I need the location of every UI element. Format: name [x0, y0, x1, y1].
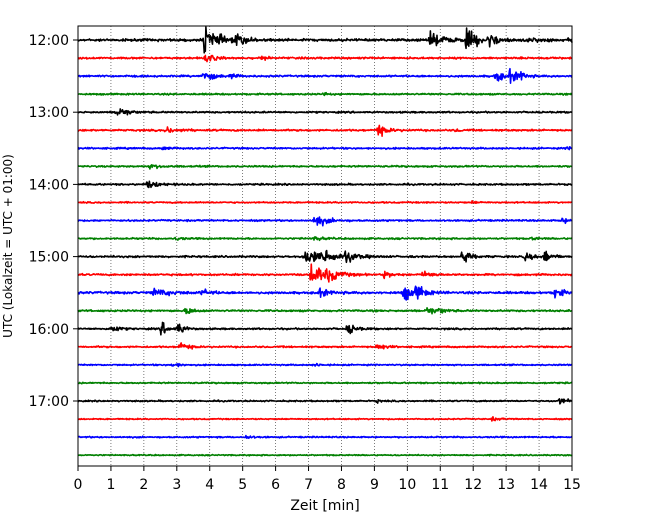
- x-axis-ticks: 0 1 2 3 4 5 6 7 8 9 10 11 12 13 14 15: [74, 466, 581, 493]
- x-tick-label: 4: [205, 477, 214, 493]
- seismogram-trace-20: [77, 398, 573, 405]
- seismogram-trace-22: [77, 434, 573, 440]
- x-tick-label: 11: [431, 477, 449, 493]
- x-tick-label: 8: [337, 477, 346, 493]
- y-tick-label: 13:00: [29, 105, 69, 121]
- x-tick-label: 10: [398, 477, 416, 493]
- seismogram-trace-4: [77, 108, 573, 116]
- seismogram-trace-14: [77, 285, 573, 301]
- seismogram-trace-16: [77, 321, 573, 336]
- seismogram-trace-2: [77, 67, 573, 84]
- x-tick-label: 0: [74, 477, 83, 493]
- seismogram-trace-23: [77, 453, 573, 457]
- seismogram-trace-6: [77, 146, 573, 151]
- x-tick-label: 12: [464, 477, 482, 493]
- seismogram-trace-21: [77, 416, 573, 422]
- seismogram-trace-19: [77, 381, 573, 385]
- seismogram-trace-7: [77, 164, 573, 170]
- x-tick-label: 6: [271, 477, 280, 493]
- traces-layer: [77, 26, 573, 457]
- x-tick-label: 2: [139, 477, 148, 493]
- x-grid: [110, 26, 540, 466]
- y-tick-label: 12:00: [29, 33, 69, 49]
- y-axis-ticks: 12:00 13:00 14:00 15:00 16:00 17:00: [29, 33, 78, 410]
- seismogram-trace-9: [77, 199, 573, 205]
- x-axis-label: Zeit [min]: [290, 498, 359, 514]
- seismogram-trace-13: [77, 263, 573, 283]
- x-tick-label: 5: [238, 477, 247, 493]
- plot-frame: [77, 25, 573, 467]
- y-tick-label: 16:00: [29, 322, 69, 338]
- x-tick-label: 13: [497, 477, 515, 493]
- seismogram-trace-15: [77, 307, 573, 315]
- y-tick-label: 14:00: [29, 177, 69, 193]
- seismogram-trace-18: [77, 362, 573, 368]
- seismogram-trace-3: [77, 91, 573, 97]
- x-tick-label: 1: [106, 477, 115, 493]
- seismogram-trace-17: [77, 342, 573, 350]
- seismogram-trace-11: [77, 236, 573, 242]
- x-tick-label: 15: [563, 477, 581, 493]
- seismogram-trace-0: [77, 26, 573, 54]
- seismogram-trace-1: [77, 54, 573, 63]
- seismogram-trace-8: [77, 180, 573, 189]
- x-tick-label: 3: [172, 477, 181, 493]
- y-tick-label: 17:00: [29, 394, 69, 410]
- seismogram-trace-12: [77, 249, 573, 264]
- y-tick-label: 15:00: [29, 250, 69, 266]
- seismogram-trace-10: [77, 216, 573, 227]
- x-tick-label: 9: [370, 477, 379, 493]
- x-tick-label: 14: [530, 477, 548, 493]
- seismogram-trace-5: [77, 124, 573, 137]
- x-tick-label: 7: [304, 477, 313, 493]
- y-axis-label: UTC (Lokalzeit = UTC + 01:00): [1, 154, 15, 338]
